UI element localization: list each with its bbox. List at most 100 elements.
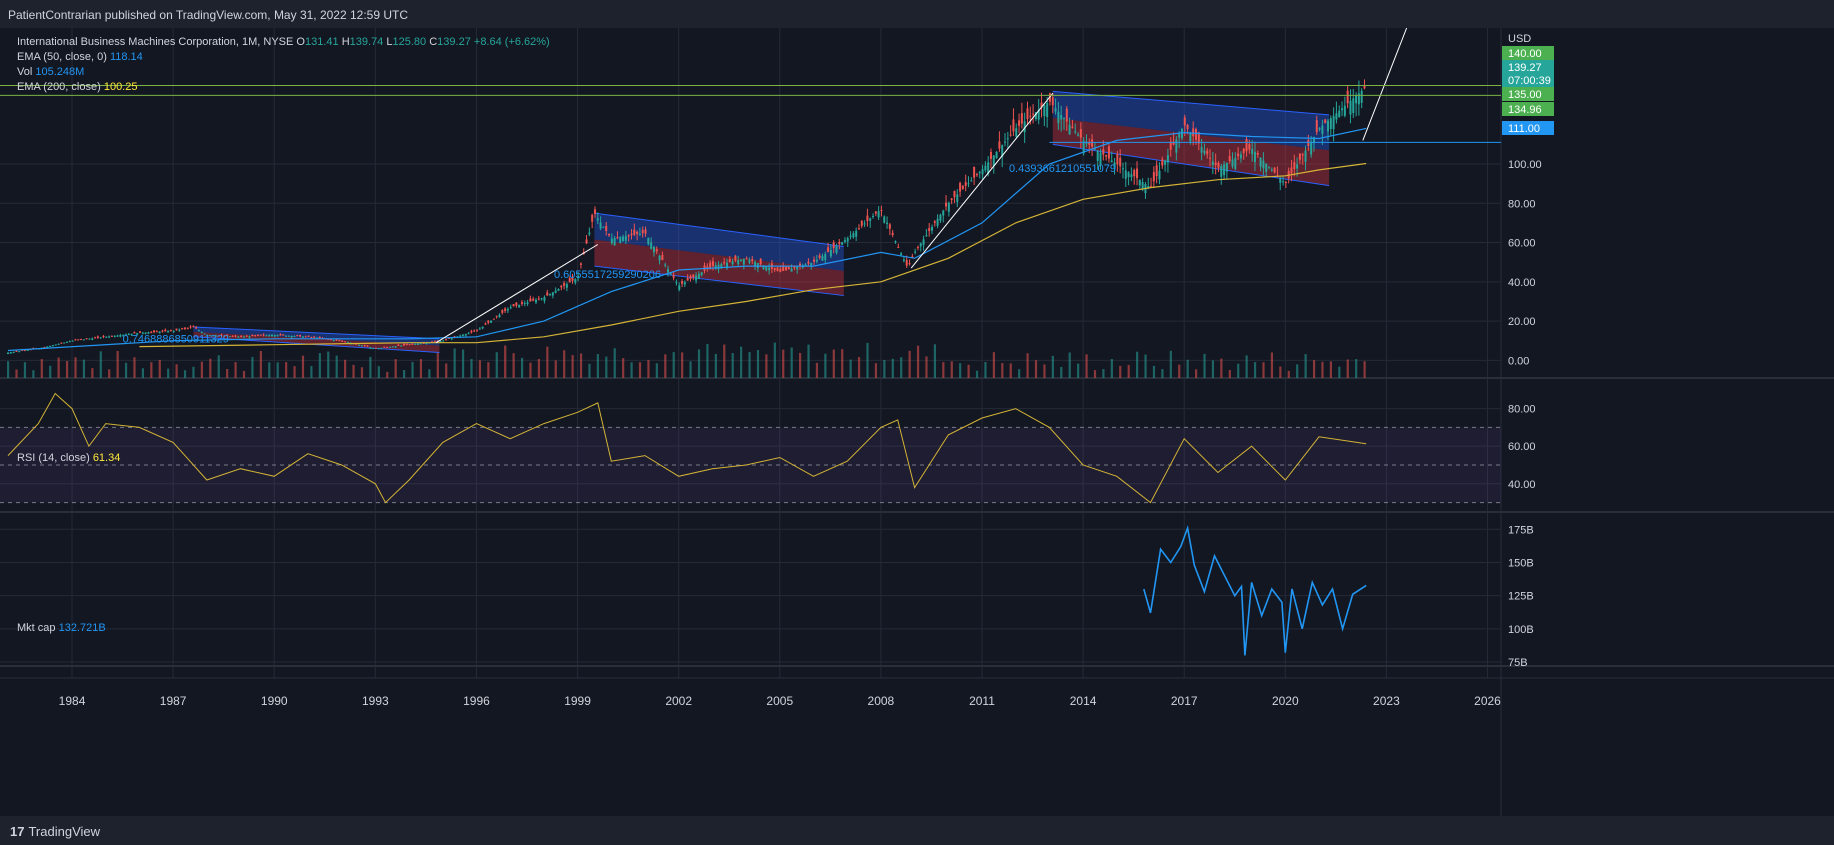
volume-bar [815, 362, 819, 378]
candle-body [905, 260, 908, 266]
candle-body [554, 290, 557, 293]
candle-body [723, 262, 726, 264]
candle-body [998, 141, 1001, 149]
candle-body [102, 335, 105, 338]
legend-mktcap[interactable]: Mkt cap 132.721B [17, 622, 106, 634]
volume-bar [588, 363, 591, 378]
ema50-line [7, 127, 1367, 352]
candle-body [51, 345, 54, 347]
candle-body [608, 233, 611, 236]
rsi-axis-label: 60.00 [1508, 441, 1536, 453]
volume-bar [386, 371, 389, 378]
candle-body [344, 341, 347, 343]
candle-body [1175, 139, 1178, 153]
candle-body [989, 151, 992, 159]
candle-body [15, 350, 18, 352]
candle-body [1284, 181, 1287, 183]
chart-canvas[interactable]: 1984 1987 1990 1993 1996 1999 2002 2005 2008 2011… [0, 28, 1834, 816]
candle-body [237, 336, 240, 338]
candle-body [953, 191, 956, 198]
volume-bar [1018, 369, 1021, 378]
candle-body [113, 335, 116, 337]
candle-body [57, 343, 60, 345]
legend-volume[interactable]: Vol 105.248M [17, 66, 84, 78]
candle-body [82, 339, 85, 341]
candle-body [1293, 162, 1296, 169]
volume-bar [950, 361, 953, 378]
volume-bar [891, 358, 894, 378]
candle-body [900, 253, 903, 255]
volume-bar [150, 362, 153, 378]
candle-body [248, 336, 251, 338]
volume-bar [1068, 352, 1071, 378]
candle-body [1077, 134, 1080, 136]
candle-body [1158, 170, 1161, 180]
candle-body [1110, 160, 1113, 163]
channel-value-annotation: 0.4393661210551079 [1009, 163, 1116, 175]
legend-ema200[interactable]: EMA (200, close) 100.25 [17, 81, 137, 93]
legend-main: International Business Machines Corporat… [17, 36, 550, 48]
candle-body [692, 274, 695, 278]
price-badge-label: 135.00 [1508, 89, 1542, 101]
candle-body [810, 262, 813, 266]
candle-body [1242, 148, 1245, 153]
legend-ema50[interactable]: EMA (50, close, 0) 118.14 [17, 51, 143, 63]
candle-body [1251, 148, 1254, 155]
volume-bar [15, 369, 18, 378]
price-badge [1502, 102, 1554, 116]
candle-body [765, 266, 768, 271]
legend-rsi[interactable]: RSI (14, close) 61.34 [17, 452, 120, 464]
symbol-title[interactable]: International Business Machines Corporat… [17, 36, 294, 48]
volume-bar [756, 350, 760, 378]
candle-body [1248, 144, 1251, 150]
volume-bar [1312, 360, 1316, 378]
candle-body [1015, 128, 1018, 137]
candle-body [947, 202, 950, 212]
tradingview-logo[interactable]: 17 TradingView [10, 824, 100, 839]
candle-body [164, 329, 167, 332]
candle-body [189, 326, 192, 328]
candle-body [1296, 164, 1299, 169]
volume-bar [1009, 363, 1012, 378]
candle-body [285, 335, 288, 337]
volume-bar [487, 362, 490, 378]
candle-body [855, 230, 858, 237]
candle-body [417, 343, 420, 345]
candle-body [619, 237, 622, 243]
candle-body [276, 335, 279, 337]
candle-body [509, 307, 512, 309]
channel-lower-fill [193, 331, 440, 353]
candle-body [930, 227, 933, 231]
candle-body [1009, 134, 1012, 136]
time-axis-label: 1993 [362, 694, 389, 708]
time-axis-label: 1990 [261, 694, 288, 708]
ema50-label: EMA (50, close, 0) [17, 51, 107, 63]
candle-body [591, 214, 594, 222]
volume-bar [402, 370, 406, 378]
candle-body [585, 239, 588, 244]
candle-body [26, 349, 29, 351]
candle-body [695, 275, 698, 281]
time-axis-label: 1987 [160, 694, 187, 708]
volume-bar [217, 355, 220, 378]
candle-body [669, 273, 672, 275]
candle-body [214, 335, 217, 337]
candle-body [1006, 138, 1009, 140]
volume-bar [773, 342, 776, 378]
candle-body [155, 331, 158, 333]
volume-bar [1304, 354, 1307, 378]
price-badge [1502, 46, 1554, 60]
candle-body [652, 246, 655, 253]
price-badge-label: 111.00 [1508, 123, 1540, 135]
volume-bar [158, 359, 161, 378]
candle-body [9, 352, 12, 354]
candle-body [835, 246, 838, 253]
volume-bar [908, 350, 911, 378]
volume-bar [1338, 366, 1341, 378]
candle-body [268, 335, 271, 337]
time-axis-label: 2002 [665, 694, 692, 708]
candle-layer [7, 79, 1366, 355]
candle-body [973, 166, 976, 178]
mktcap-axis-label: 175B [1508, 524, 1534, 536]
candle-body [638, 233, 641, 235]
